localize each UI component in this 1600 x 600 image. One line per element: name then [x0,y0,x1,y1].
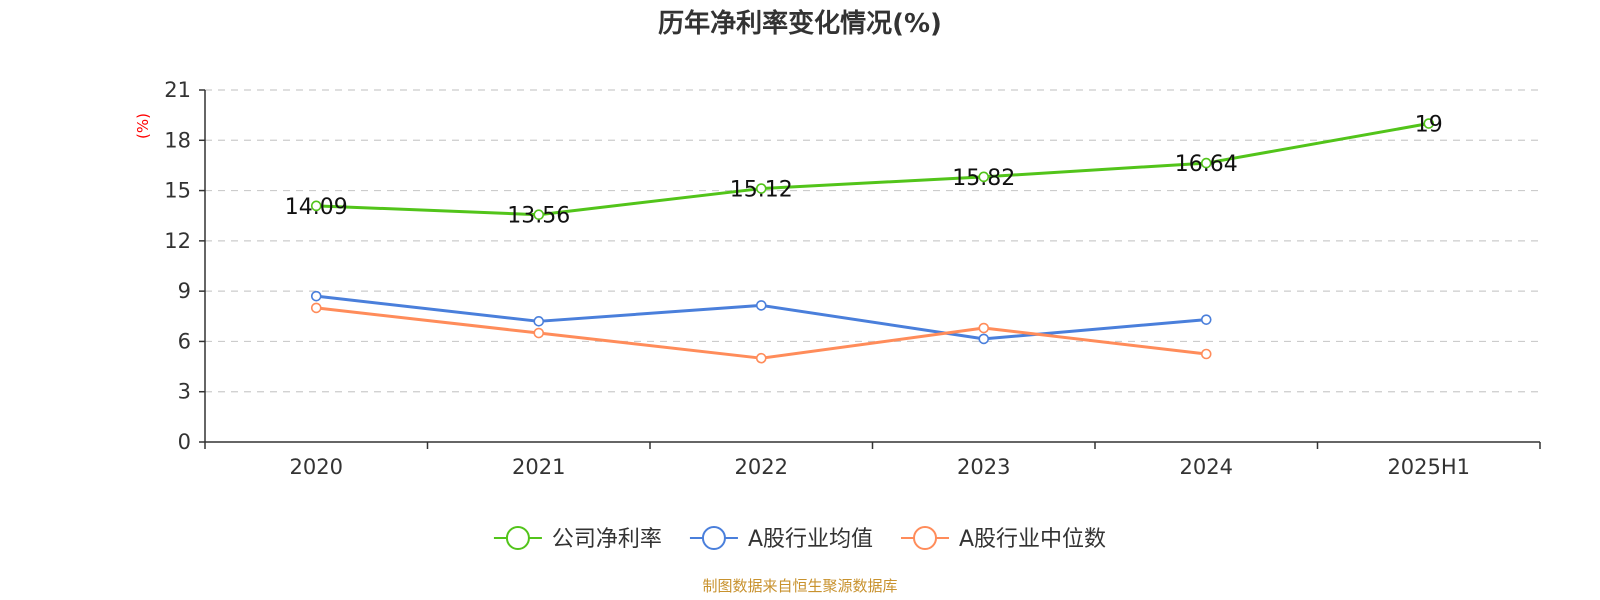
data-point [533,327,545,339]
data-point [533,209,545,221]
legend-item: 公司净利率 [493,526,662,552]
y-tick-label: 0 [178,430,191,454]
data-labels: 14.09 13.56 15.12 15.82 16.64 19 [285,113,1443,229]
data-point [755,183,767,194]
axes: 0 3 6 9 12 15 18 21 2020 2021 2022 2023 2024 2025H1 [164,78,1541,479]
y-tick-label: 9 [178,279,191,303]
data-label: 15.12 [730,178,793,203]
data-point [1423,118,1435,129]
series-line [316,306,1207,360]
data-label: 19 [1415,113,1443,138]
data-label: 16.64 [1175,152,1238,177]
series-0 [310,118,1435,221]
y-tick-label: 12 [164,229,191,253]
y-axis-label: (%) [134,113,152,139]
x-tick-label: 2022 [735,455,788,479]
data-point [1200,314,1212,325]
data-point [1200,157,1212,169]
grid-lines [205,89,1540,393]
data-point [1200,348,1212,360]
legend-marker [913,526,938,550]
y-tick-label: 6 [178,329,191,353]
data-label: 14.09 [285,195,348,220]
x-tick-label: 2020 [290,455,343,479]
legend: 公司净利率 A股行业均值 A股行业中位数 [493,526,1106,552]
legend-item: A股行业中位数 [901,526,1106,552]
data-label: 13.56 [507,204,570,229]
data-point [310,200,322,212]
legend-marker [701,526,726,550]
data-point [978,333,990,345]
legend-label: A股行业均值 [748,527,873,552]
x-tick-label: 2024 [1180,455,1233,479]
data-point [533,316,545,327]
y-tick-label: 3 [178,380,191,404]
legend-item: A股行业均值 [689,526,873,552]
data-point [310,290,322,302]
series-1 [310,290,1212,345]
x-tick-label: 2025H1 [1387,455,1470,479]
legend-label: 公司净利率 [552,527,662,552]
y-tick-label: 15 [164,179,191,203]
legend-marker [505,526,530,550]
data-point [978,322,990,334]
data-point [310,302,322,314]
data-label: 15.82 [952,166,1015,191]
data-point [755,352,767,364]
legend-label: A股行业中位数 [959,527,1106,552]
series-lines [310,118,1435,364]
data-point [978,171,990,183]
series-line [316,122,1430,217]
x-tick-label: 2021 [512,455,565,479]
series-2 [310,302,1212,364]
source-note: 制图数据来自恒生聚源数据库 [702,577,897,595]
x-tick-label: 2023 [957,455,1010,479]
data-point [755,300,767,311]
y-tick-label: 18 [164,128,191,152]
chart-title: 历年净利率变化情况(%) [658,8,942,39]
y-tick-label: 21 [164,78,191,102]
